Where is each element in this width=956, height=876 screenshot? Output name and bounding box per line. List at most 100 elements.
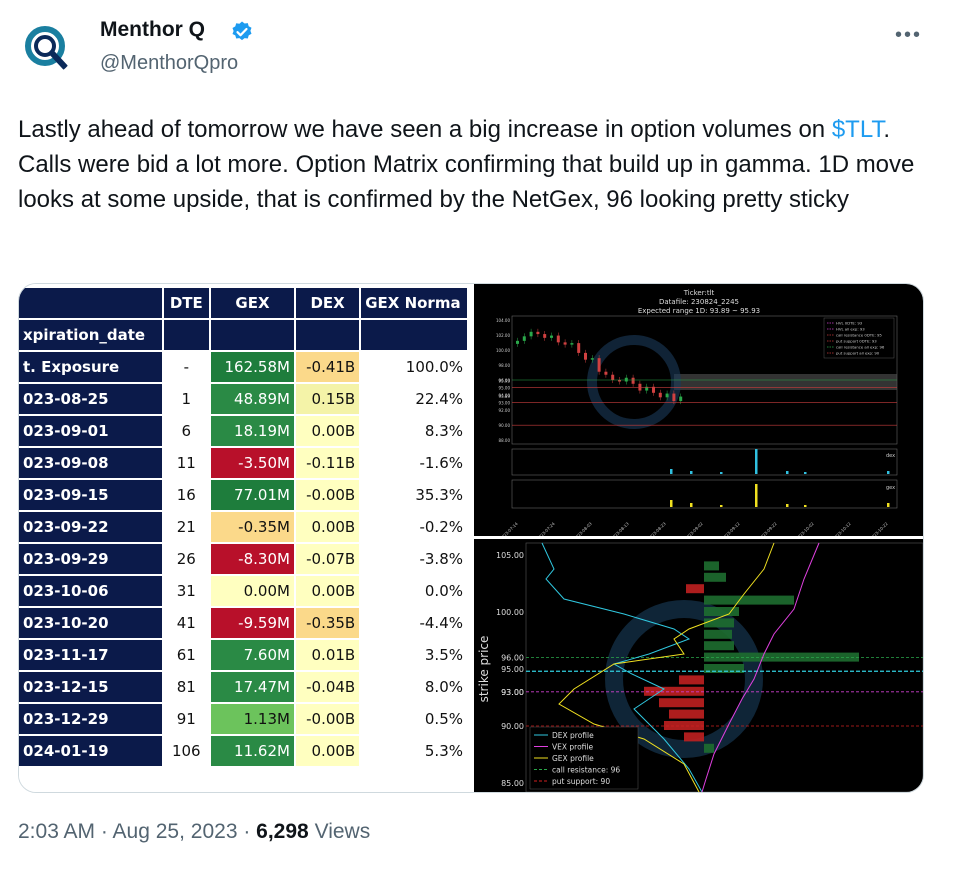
strike-bar bbox=[684, 732, 704, 742]
candlestick-series bbox=[516, 328, 683, 405]
row-label: 023-09-22 bbox=[19, 512, 162, 542]
gex-bar bbox=[804, 505, 807, 507]
row-label: 023-08-25 bbox=[19, 384, 162, 414]
gex-cell: 48.89M bbox=[211, 384, 294, 414]
x-tick-label: 2023-10-22 bbox=[869, 521, 889, 536]
watermark-logo-icon bbox=[587, 335, 681, 429]
verified-badge-icon bbox=[232, 21, 252, 41]
table-row: 023-10-20 41 -9.59M -0.35B -4.4% bbox=[19, 608, 467, 638]
strike-bar bbox=[704, 595, 794, 605]
y-tick-label: 105.00 bbox=[496, 551, 524, 560]
dex-bar bbox=[804, 472, 807, 474]
strike-bar bbox=[669, 709, 704, 719]
y-tick-label: 90.00 bbox=[499, 423, 511, 428]
dex-cell: 0.00B bbox=[295, 736, 360, 766]
dte-cell: 81 bbox=[176, 678, 196, 696]
strike-bar bbox=[644, 686, 704, 696]
dex-bar bbox=[887, 471, 890, 474]
gex-norm-cell: -1.6% bbox=[419, 454, 463, 472]
gex-bar bbox=[786, 504, 789, 507]
gex-cell: -8.30M bbox=[211, 544, 294, 574]
legend: DEX profile VEX profile GEX profile call re… bbox=[534, 731, 620, 786]
strike-profile-chart-image[interactable]: strike price 105.00 100.00 96.00 95.00 93.00… bbox=[474, 539, 923, 792]
legend-entry: HVL all exp: 93 bbox=[836, 327, 865, 332]
strike-bar bbox=[704, 664, 744, 673]
dte-cell: 91 bbox=[176, 710, 196, 728]
gex-norm-cell: 0.5% bbox=[424, 710, 463, 728]
gex-cell: -0.35M bbox=[211, 512, 294, 542]
chart-title-line: Expected range 1D: 93.89 ~ 95.93 bbox=[638, 307, 760, 315]
y-tick-label: 93.00 bbox=[501, 688, 524, 697]
view-count: 6,298 bbox=[256, 820, 309, 843]
dex-bar bbox=[690, 471, 693, 474]
row-label: 023-09-08 bbox=[19, 448, 162, 478]
dex-cell: 0.00B bbox=[295, 512, 360, 542]
dex-cell: -0.11B bbox=[295, 448, 360, 478]
dex-bar bbox=[786, 471, 789, 474]
dex-cell: -0.41B bbox=[295, 352, 360, 382]
y-axis-label: strike price bbox=[477, 636, 491, 703]
legend-entry: VEX profile bbox=[552, 743, 593, 752]
table-row: 023-09-08 11 -3.50M -0.11B -1.6% bbox=[19, 448, 467, 478]
strike-bar bbox=[704, 629, 732, 639]
legend-entry: call resistance 0DTE: 95 bbox=[836, 333, 882, 338]
table-header-dex: DEX bbox=[295, 288, 360, 318]
table-subheader-expiration: xpiration_date bbox=[19, 320, 162, 350]
tweet-text: Lastly ahead of tomorrow we have seen a … bbox=[18, 112, 938, 217]
option-matrix-image[interactable]: DTE GEX DEX GEX Norma xpiration_date t. … bbox=[19, 284, 471, 792]
x-tick-label: 2023-10-02 bbox=[795, 521, 815, 536]
dte-cell: - bbox=[183, 358, 189, 376]
y-tick-label: 88.00 bbox=[499, 438, 511, 443]
legend-entry: DEX profile bbox=[552, 731, 594, 740]
row-label: 023-12-15 bbox=[19, 672, 162, 702]
gex-cell: 77.01M bbox=[211, 480, 294, 510]
table-subheader-row: xpiration_date bbox=[19, 320, 467, 350]
dex-cell: -0.35B bbox=[295, 608, 360, 638]
y-tick-label: 96.00 bbox=[501, 654, 524, 663]
candle-body bbox=[624, 377, 628, 382]
dex-cell: -0.04B bbox=[295, 672, 360, 702]
gex-bar bbox=[670, 500, 673, 507]
y-tick-label: 102.00 bbox=[496, 333, 510, 338]
candle-body bbox=[665, 393, 669, 398]
gex-norm-cell: 8.3% bbox=[424, 422, 463, 440]
tlt-price-chart: Ticker:tlt Datafile: 230824_2245 Expecte… bbox=[496, 289, 898, 541]
tlt-price-chart-image[interactable]: Ticker:tlt Datafile: 230824_2245 Expecte… bbox=[474, 284, 923, 541]
table-row: 023-09-15 16 77.01M -0.00B 35.3% bbox=[19, 480, 467, 510]
chart-title-line: Ticker:tlt bbox=[683, 289, 715, 297]
strike-bar bbox=[704, 652, 859, 662]
dte-cell: 6 bbox=[181, 422, 192, 440]
strike-bar bbox=[679, 675, 704, 685]
table-row: 024-01-19 106 11.62M 0.00B 5.3% bbox=[19, 736, 467, 766]
candle-body bbox=[516, 340, 519, 344]
dte-cell: 26 bbox=[176, 550, 196, 568]
x-tick-label: 2023-09-12 bbox=[721, 521, 741, 536]
candle-body bbox=[618, 380, 621, 382]
level-lines bbox=[526, 657, 923, 727]
table-header-blank bbox=[19, 288, 162, 318]
gex-strike-bars bbox=[644, 561, 859, 753]
gex-cell: 0.00M bbox=[211, 576, 294, 606]
gex-norm-cell: -4.4% bbox=[419, 614, 463, 632]
y-tick-label: 85.00 bbox=[501, 779, 524, 788]
dex-cell: -0.00B bbox=[295, 704, 360, 734]
candle-body bbox=[584, 352, 587, 360]
avatar[interactable] bbox=[18, 20, 74, 76]
table-header-dte: DTE bbox=[163, 288, 210, 318]
y-tick-label: 100.00 bbox=[496, 608, 524, 617]
table-row: 023-11-17 61 7.60M 0.01B 3.5% bbox=[19, 640, 467, 670]
strike-bar bbox=[686, 584, 704, 594]
gex-legend: gex bbox=[886, 485, 895, 491]
y-tick-label: 93.89 bbox=[499, 394, 511, 399]
author-handle[interactable]: @MenthorQpro bbox=[100, 52, 239, 74]
more-options-icon[interactable]: ••• bbox=[894, 24, 922, 46]
cashtag-link[interactable]: $TLT bbox=[831, 116, 884, 143]
dex-bars bbox=[670, 449, 890, 474]
legend-entry: put support all exp: 90 bbox=[836, 351, 880, 356]
y-tick-label: 100.00 bbox=[496, 348, 510, 353]
media-grid[interactable]: DTE GEX DEX GEX Norma xpiration_date t. … bbox=[18, 283, 924, 793]
tweet-text-part: . Calls were bid a lot more. Option Matr… bbox=[18, 116, 915, 213]
tweet-text-part: Lastly ahead of tomorrow we have seen a … bbox=[18, 116, 832, 143]
tweet-timestamp[interactable]: 2:03 AM · Aug 25, 2023 · 6,298 Views bbox=[18, 820, 370, 844]
author-name[interactable]: Menthor Q bbox=[100, 18, 205, 41]
